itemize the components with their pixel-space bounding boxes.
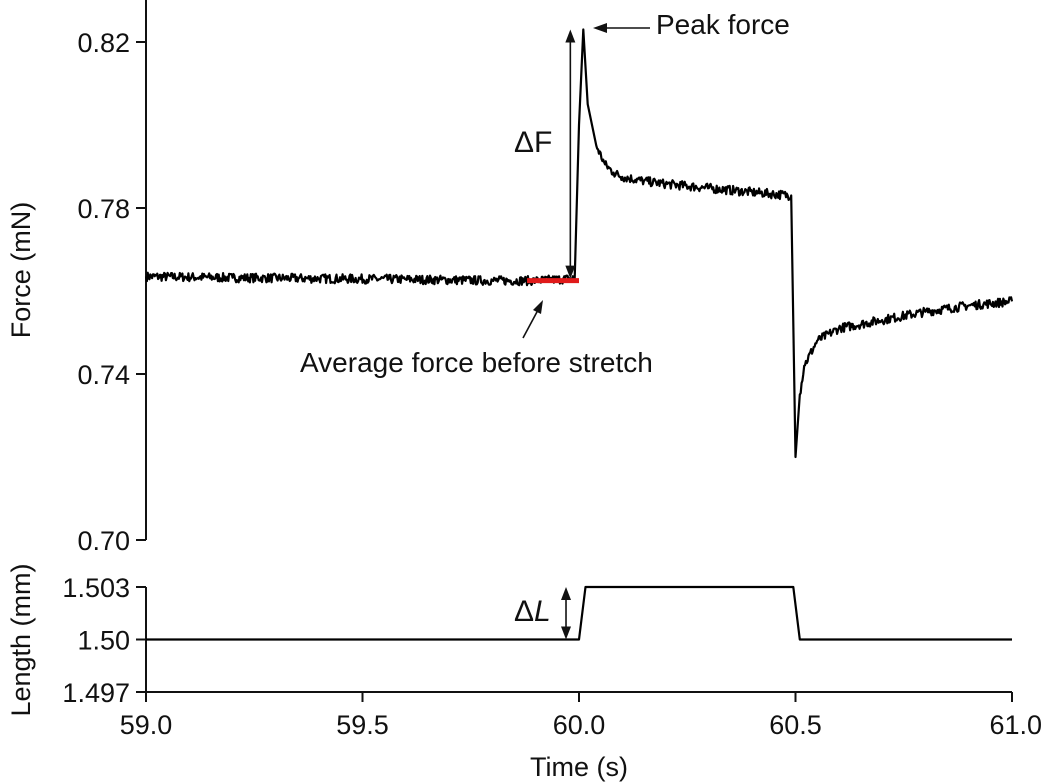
length-y-axis-title: Length (mm) [6,563,36,716]
force-panel: 0.82 0.78 0.74 0.70 Force (mN) ΔF Peak forc… [6,0,1014,556]
peak-force-arrow [593,23,650,33]
force-y-tick-label: 0.82 [77,28,130,58]
peak-force-label: Peak force [656,9,790,40]
time-x-tick-label: 59.0 [120,710,173,740]
delta-l-label: ΔL [514,595,551,628]
delta-f-arrow [565,29,576,279]
length-panel: 1.503 1.50 1.497 Length (mm) ΔL 59.0 59.5 60… [6,563,1042,782]
delta-l-symbol: Δ [514,595,534,628]
force-trace-line [144,28,1014,459]
length-y-tick-label: 1.50 [77,626,130,656]
length-y-tick-label: 1.497 [62,678,130,708]
time-x-tick-label: 59.5 [336,710,389,740]
time-x-tick-label: 61.0 [989,710,1042,740]
delta-l-arrow [561,587,572,640]
length-trace-line [146,585,1012,641]
delta-f-label: ΔF [514,126,552,159]
time-x-tick-label: 60.5 [769,710,822,740]
length-y-tick-label: 1.503 [62,573,130,603]
force-y-axis-title: Force (mN) [6,202,36,339]
time-x-axis-title: Time (s) [530,752,628,782]
delta-f-text: ΔF [514,126,552,159]
time-x-tick-label: 60.0 [553,710,606,740]
average-force-label: Average force before stretch [300,347,653,378]
force-y-tick-label: 0.78 [77,194,130,224]
length-y-ticks: 1.503 1.50 1.497 [62,573,146,708]
time-x-ticks: 59.0 59.5 60.0 60.5 61.0 [120,692,1042,740]
delta-l-italic: L [534,595,551,628]
average-force-arrow [522,300,543,339]
force-y-tick-label: 0.70 [77,526,130,556]
force-y-ticks: 0.82 0.78 0.74 0.70 [77,28,146,556]
force-y-tick-label: 0.74 [77,360,130,390]
